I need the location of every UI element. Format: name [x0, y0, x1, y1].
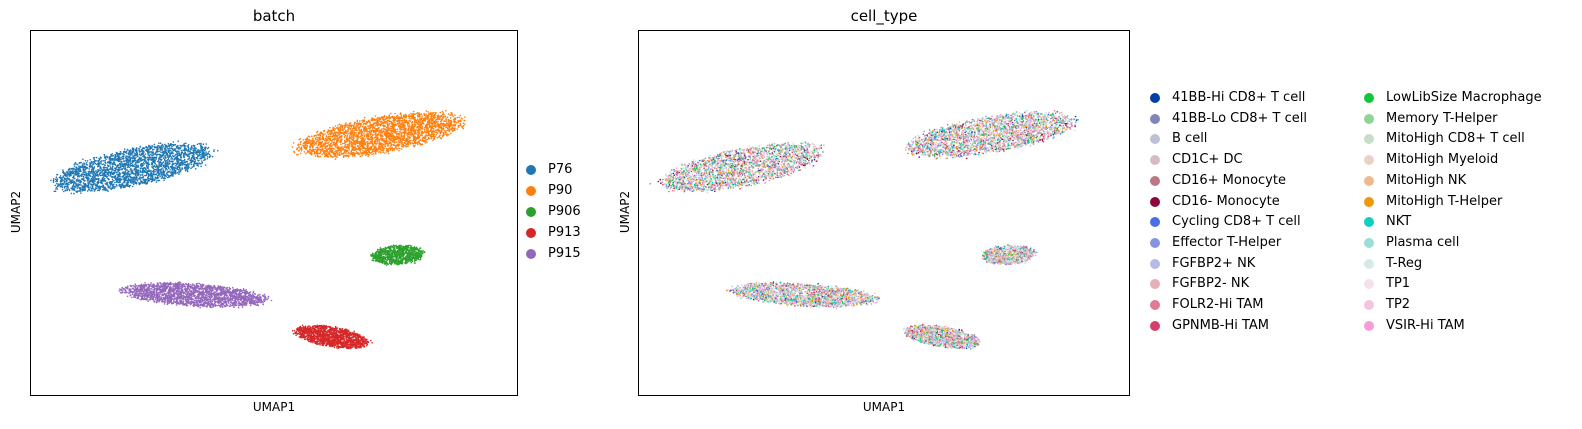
- legend-label: Plasma cell: [1386, 234, 1460, 250]
- legend-marker: [1364, 175, 1374, 186]
- legend-label: FGFBP2- NK: [1172, 276, 1250, 292]
- celltype-mitohigh-nk: [664, 111, 1064, 349]
- series-P915: [118, 281, 273, 309]
- legend-label: P913: [548, 225, 581, 240]
- legend-label: CD1C+ DC: [1172, 152, 1243, 168]
- legend-label: LowLibSize Macrophage: [1386, 90, 1542, 105]
- legend-label: MitoHigh Myeloid: [1386, 152, 1499, 168]
- celltype-plasma-cell: [665, 109, 1066, 348]
- batch-ylabel: UMAP2: [9, 190, 23, 234]
- legend-label: Effector T-Helper: [1172, 234, 1282, 250]
- celltype-fgfbp2-nk: [669, 112, 1073, 349]
- legend-label: FGFBP2+ NK: [1172, 255, 1256, 271]
- batch-xlabel: UMAP1: [252, 400, 296, 414]
- batch-title: batch: [252, 7, 296, 25]
- legend-label: MitoHigh T-Helper: [1386, 193, 1503, 209]
- legend-marker: [526, 186, 536, 196]
- legend-marker: [1364, 134, 1374, 145]
- legend-marker: [1364, 113, 1374, 124]
- series-P906: [370, 244, 426, 266]
- legend-marker: [1364, 196, 1374, 207]
- series-P76: [50, 140, 219, 195]
- legend-label: B cell: [1172, 131, 1208, 147]
- series-P90: [291, 109, 466, 160]
- legend-marker: [1150, 196, 1160, 207]
- series-P913: [291, 324, 373, 350]
- legend-marker: [526, 207, 536, 217]
- legend-label: NKT: [1386, 214, 1412, 230]
- legend-label: 41BB-Lo CD8+ T cell: [1172, 110, 1307, 126]
- legend-marker: [1364, 217, 1374, 228]
- celltype-tp1: [663, 111, 1065, 349]
- legend-label: 41BB-Hi CD8+ T cell: [1172, 90, 1306, 105]
- celltype-plot-area: [638, 30, 1130, 396]
- legend-label: VSIR-Hi TAM: [1386, 317, 1465, 333]
- legend-label: MitoHigh NK: [1386, 172, 1467, 188]
- celltype-cycling-cd8-t-cell: [667, 113, 1079, 350]
- legend-marker: [526, 165, 536, 175]
- legend-marker: [1150, 217, 1160, 228]
- legend-label: P906: [548, 204, 581, 219]
- celltype-tp2: [665, 111, 1076, 350]
- celltype-title: cell_type: [850, 7, 918, 25]
- legend-marker: [1150, 93, 1160, 103]
- celltype-memory-t-helper: [666, 110, 1068, 348]
- legend-label: FOLR2-Hi TAM: [1172, 297, 1264, 312]
- legend-marker: [526, 228, 536, 238]
- batch-scatter: [50, 109, 466, 350]
- legend-marker: [1150, 279, 1160, 290]
- legend-marker: [1150, 237, 1160, 248]
- legend-marker: [1364, 237, 1374, 248]
- legend-label: CD16- Monocyte: [1172, 193, 1280, 209]
- legend-label: GPNMB-Hi TAM: [1172, 317, 1270, 333]
- legend-label: Memory T-Helper: [1386, 110, 1498, 126]
- legend-label: CD16+ Monocyte: [1172, 172, 1286, 188]
- celltype-scatter: [649, 109, 1079, 350]
- legend-label: P915: [548, 246, 581, 261]
- legend-label: MitoHigh CD8+ T cell: [1386, 131, 1525, 147]
- celltype-vsir-hi-tam: [667, 110, 1072, 350]
- celltype-mitohigh-cd8-t-cell: [666, 114, 1069, 349]
- legend-label: T-Reg: [1386, 255, 1423, 271]
- celltype-ylabel: UMAP2: [618, 190, 632, 234]
- legend-label: TP1: [1386, 276, 1411, 292]
- legend-label: P76: [548, 162, 573, 177]
- legend-marker: [1150, 113, 1160, 124]
- legend-marker: [1364, 279, 1374, 290]
- legend-marker: [1364, 258, 1374, 269]
- batch-plot-area: [30, 30, 518, 396]
- legend-marker: [1150, 175, 1160, 186]
- legend-marker: [1364, 93, 1374, 103]
- legend-marker: [1150, 134, 1160, 145]
- legend-label: TP2: [1386, 297, 1411, 312]
- legend-marker: [1150, 258, 1160, 269]
- celltype-nkt: [662, 112, 1078, 349]
- celltype-t-reg: [667, 112, 1065, 350]
- legend-marker: [1150, 300, 1160, 310]
- celltype-lowlibsize-macrophage: [667, 111, 1064, 349]
- celltype-folr2-hi-tam: [661, 110, 1076, 350]
- legend-marker: [1364, 320, 1374, 331]
- celltype-gpnmb-hi-tam: [662, 110, 1071, 349]
- legend-marker: [1364, 300, 1374, 310]
- legend-marker: [526, 249, 536, 259]
- legend-label: Cycling CD8+ T cell: [1172, 214, 1301, 230]
- legend-label: P90: [548, 183, 573, 198]
- celltype-xlabel: UMAP1: [862, 400, 906, 414]
- legend-marker: [1150, 155, 1160, 166]
- legend-marker: [1150, 320, 1160, 331]
- legend-marker: [1364, 155, 1374, 166]
